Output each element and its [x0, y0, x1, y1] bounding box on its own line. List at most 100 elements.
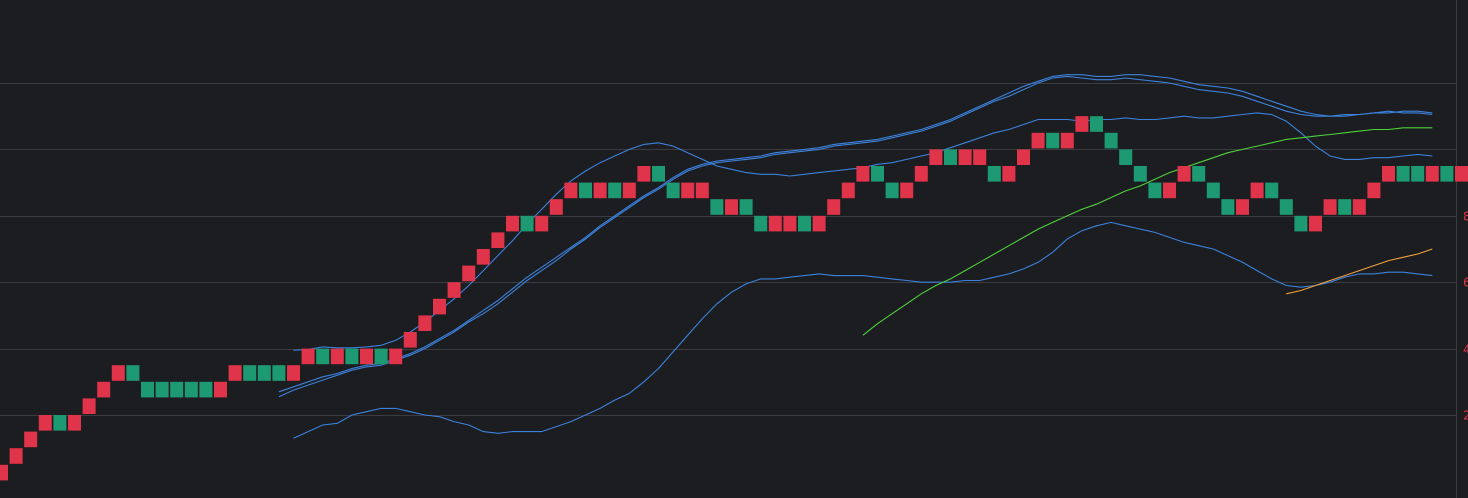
down-brick[interactable] — [257, 365, 271, 381]
up-brick[interactable] — [827, 199, 841, 215]
up-brick[interactable] — [1250, 182, 1264, 199]
up-brick[interactable] — [9, 448, 23, 464]
down-brick[interactable] — [374, 348, 388, 365]
down-brick[interactable] — [1104, 132, 1118, 149]
up-brick[interactable] — [695, 182, 709, 199]
down-brick[interactable] — [345, 348, 359, 365]
up-brick[interactable] — [1236, 199, 1249, 215]
down-brick[interactable] — [608, 182, 622, 199]
down-brick[interactable] — [666, 182, 680, 199]
up-brick[interactable] — [462, 265, 476, 282]
up-brick[interactable] — [1002, 166, 1016, 182]
down-brick[interactable] — [1148, 182, 1162, 199]
up-brick[interactable] — [637, 166, 651, 182]
up-brick[interactable] — [914, 166, 928, 182]
up-brick[interactable] — [593, 182, 607, 199]
down-brick[interactable] — [520, 215, 534, 232]
up-brick[interactable] — [433, 298, 446, 315]
up-brick[interactable] — [1060, 132, 1074, 149]
up-brick[interactable] — [0, 464, 8, 481]
up-brick[interactable] — [330, 348, 344, 365]
up-brick[interactable] — [389, 348, 403, 365]
up-brick[interactable] — [214, 381, 227, 398]
down-brick[interactable] — [1221, 199, 1235, 215]
up-brick[interactable] — [958, 149, 972, 165]
up-brick[interactable] — [622, 182, 636, 199]
down-brick[interactable] — [1090, 116, 1103, 132]
down-brick[interactable] — [141, 381, 154, 398]
down-brick[interactable] — [1411, 166, 1425, 182]
down-brick[interactable] — [754, 215, 768, 232]
down-brick[interactable] — [871, 166, 884, 182]
down-brick[interactable] — [987, 166, 1001, 182]
down-brick[interactable] — [652, 166, 665, 182]
down-brick[interactable] — [1294, 215, 1308, 232]
down-brick[interactable] — [1279, 199, 1293, 215]
up-brick[interactable] — [725, 199, 738, 215]
down-brick[interactable] — [316, 348, 330, 365]
up-brick[interactable] — [447, 282, 461, 298]
down-brick[interactable] — [243, 365, 257, 381]
up-brick[interactable] — [1367, 182, 1381, 199]
down-brick[interactable] — [1192, 166, 1206, 182]
up-brick[interactable] — [1455, 166, 1468, 182]
up-brick[interactable] — [491, 232, 505, 248]
up-brick[interactable] — [1163, 182, 1176, 199]
up-brick[interactable] — [1017, 149, 1030, 165]
up-brick[interactable] — [973, 149, 987, 165]
up-brick[interactable] — [38, 415, 52, 431]
up-brick[interactable] — [783, 215, 797, 232]
down-brick[interactable] — [272, 365, 286, 381]
up-brick[interactable] — [82, 398, 96, 414]
down-brick[interactable] — [155, 381, 169, 398]
down-brick[interactable] — [1440, 166, 1454, 182]
down-brick[interactable] — [170, 381, 184, 398]
up-brick[interactable] — [1382, 166, 1395, 182]
down-brick[interactable] — [126, 365, 140, 381]
down-brick[interactable] — [579, 182, 592, 199]
renko-bricks[interactable] — [0, 116, 1468, 481]
up-brick[interactable] — [900, 182, 914, 199]
up-brick[interactable] — [1031, 132, 1045, 149]
up-brick[interactable] — [681, 182, 695, 199]
up-brick[interactable] — [564, 182, 578, 199]
up-brick[interactable] — [549, 199, 563, 215]
up-brick[interactable] — [535, 215, 549, 232]
down-brick[interactable] — [1119, 149, 1133, 165]
up-brick[interactable] — [287, 365, 300, 381]
down-brick[interactable] — [1206, 182, 1220, 199]
up-brick[interactable] — [1075, 116, 1089, 132]
up-brick[interactable] — [856, 166, 870, 182]
down-brick[interactable] — [885, 182, 899, 199]
up-brick[interactable] — [403, 332, 417, 348]
up-brick[interactable] — [1177, 166, 1191, 182]
down-brick[interactable] — [710, 199, 724, 215]
up-brick[interactable] — [68, 415, 81, 431]
down-brick[interactable] — [1396, 166, 1410, 182]
down-brick[interactable] — [798, 215, 811, 232]
up-brick[interactable] — [418, 315, 432, 331]
up-brick[interactable] — [24, 431, 38, 448]
up-brick[interactable] — [97, 381, 111, 398]
down-brick[interactable] — [1265, 182, 1279, 199]
up-brick[interactable] — [1323, 199, 1337, 215]
up-brick[interactable] — [929, 149, 943, 165]
up-brick[interactable] — [228, 365, 242, 381]
up-brick[interactable] — [841, 182, 855, 199]
up-brick[interactable] — [301, 348, 315, 365]
down-brick[interactable] — [1046, 132, 1060, 149]
up-brick[interactable] — [812, 215, 826, 232]
up-brick[interactable] — [1425, 166, 1439, 182]
up-brick[interactable] — [111, 365, 125, 381]
up-brick[interactable] — [1309, 215, 1322, 232]
up-brick[interactable] — [768, 215, 782, 232]
up-brick[interactable] — [476, 249, 490, 265]
down-brick[interactable] — [739, 199, 753, 215]
up-brick[interactable] — [1352, 199, 1366, 215]
up-brick[interactable] — [506, 215, 519, 232]
down-brick[interactable] — [944, 149, 957, 165]
down-brick[interactable] — [184, 381, 198, 398]
up-brick[interactable] — [360, 348, 373, 365]
